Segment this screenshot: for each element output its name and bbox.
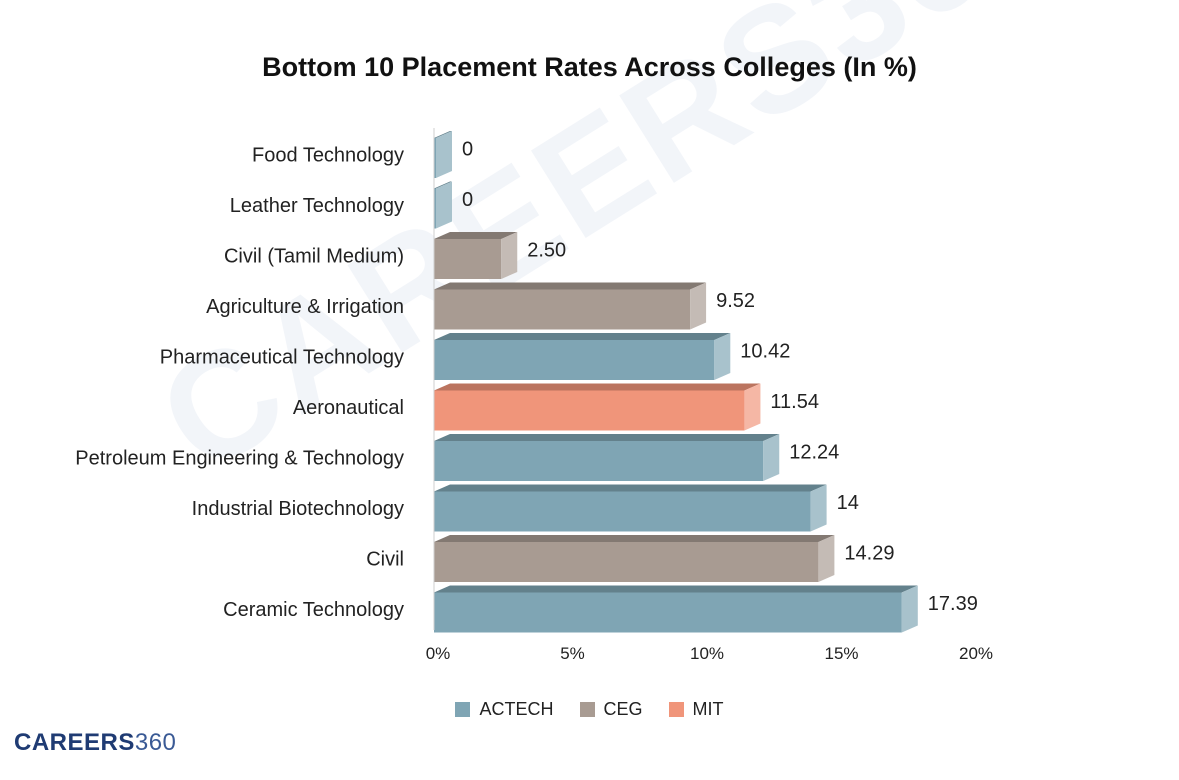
x-tick-label: 10% [690,644,724,663]
bar [434,434,780,481]
bar [434,181,452,229]
data-label: 17.39 [928,593,978,615]
bar [434,232,518,279]
bar-front-face [434,289,691,330]
x-tick-label: 20% [959,644,993,663]
category-label: Industrial Biotechnology [192,498,404,520]
legend-item: MIT [668,699,724,720]
category-label: Petroleum Engineering & Technology [75,447,404,469]
bar [434,383,761,431]
brand-logo-part1: CAREERS [14,729,135,756]
bar-front-face [434,188,436,229]
legend-swatch [579,702,595,717]
bar-side-face [690,282,707,330]
legend: ACTECH CEG MIT [0,699,1179,720]
category-label: Civil (Tamil Medium) [224,245,404,267]
bar-front-face [434,390,745,431]
bar-side-face [744,383,761,431]
bar-top-face [434,131,452,138]
data-label: 11.54 [770,391,819,413]
data-label: 0 [462,189,473,211]
bar-top-face [434,383,761,391]
category-label: Food Technology [252,144,404,166]
category-label: Aeronautical [293,397,404,419]
bar-side-face [901,585,918,633]
legend-label: CEG [603,699,643,719]
category-label: Pharmaceutical Technology [160,346,404,368]
bar-side-face [501,232,518,279]
legend-label: MIT [692,699,724,719]
legend-label: ACTECH [479,699,554,719]
brand-logo: CAREERS360 [14,729,176,757]
data-label: 10.42 [740,340,790,362]
bar [434,131,452,178]
bar [434,333,731,380]
bar-side-face [763,434,780,481]
data-label: 14.29 [844,542,894,564]
bar-top-face [434,434,780,441]
bar-side-face [714,333,731,380]
bar-side-face [436,131,452,178]
bar-front-face [434,592,902,633]
bar-front-face [434,491,811,532]
data-label: 2.50 [527,239,566,261]
bar-top-face [434,535,835,542]
chart-title: Bottom 10 Placement Rates Across College… [262,52,917,82]
data-label: 9.52 [716,290,755,312]
bar [434,585,918,633]
category-label: Leather Technology [230,195,404,217]
x-tick-label: 15% [824,644,858,663]
data-label: 12.24 [789,441,839,463]
bar [434,484,827,532]
legend-item: CEG [579,699,643,720]
bar-side-face [810,484,827,532]
legend-item: ACTECH [455,699,554,720]
bar [434,535,835,582]
brand-logo-part2: 360 [134,729,177,756]
bar-front-face [434,138,436,178]
bar-side-face [818,535,835,582]
bar-front-face [434,542,819,582]
bar-front-face [434,239,502,279]
bar-top-face [434,282,707,290]
x-tick-label: 0% [426,644,451,663]
bar-top-face [434,585,918,593]
chart-plot: Food Technology 0 Leather Technology 0 Civil… [75,128,993,663]
category-label: Ceramic Technology [223,599,404,621]
bar [434,282,707,330]
legend-swatch [668,702,684,717]
data-label: 0 [462,138,473,160]
bar-front-face [434,340,715,380]
category-label: Agriculture & Irrigation [206,296,404,318]
bar-top-face [434,232,518,239]
bars-layer: Food Technology 0 Leather Technology 0 Civil… [75,131,978,633]
category-label: Civil [366,548,404,570]
bar-top-face [434,333,731,340]
legend-swatch [455,702,471,717]
bar-side-face [436,181,452,229]
data-label: 14 [837,492,859,514]
x-axis: 0% 5% 10% 15% 20% [426,128,993,663]
x-tick-label: 5% [560,644,585,663]
bar-top-face [434,484,827,492]
bar-front-face [434,441,764,481]
bar-top-face [434,181,452,189]
